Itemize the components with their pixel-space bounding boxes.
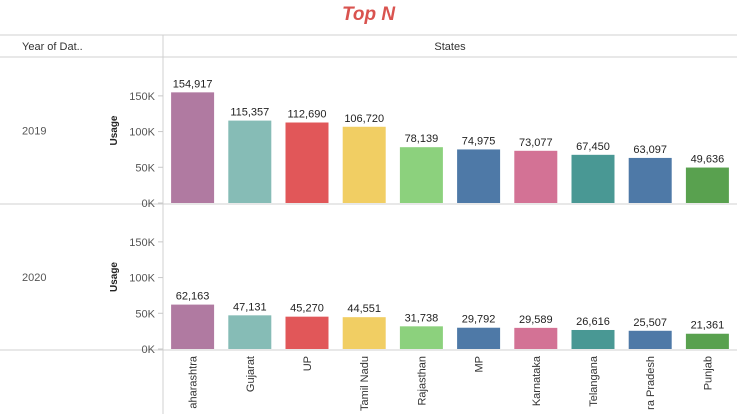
data-label: 73,077 <box>519 137 553 149</box>
y-tick-label: 100K <box>129 273 155 285</box>
data-label: 115,357 <box>230 107 269 119</box>
bar-2020-telangana <box>571 329 615 349</box>
row-label-2020: 2020 <box>22 272 46 284</box>
y-tick-label: 50K <box>135 162 155 174</box>
x-category-label: Karnataka <box>531 355 543 406</box>
data-label: 25,507 <box>633 317 667 329</box>
data-label: 74,975 <box>462 135 496 147</box>
bar-2020-mp <box>457 327 501 349</box>
bar-2019-up <box>285 122 329 203</box>
row-header: Year of Dat.. <box>22 41 83 53</box>
row-label-2019: 2019 <box>22 126 46 138</box>
bar-2020-punjab <box>685 333 729 349</box>
bar-2019-rajasthan <box>399 147 443 203</box>
data-label: 31,738 <box>405 312 439 324</box>
data-label: 67,450 <box>576 141 610 153</box>
x-category-label: UP <box>302 356 314 371</box>
x-category-label: ra Pradesh <box>645 356 657 410</box>
y-axis-title: Usage <box>109 262 120 292</box>
data-label: 45,270 <box>290 303 324 315</box>
x-category-label: Telangana <box>588 355 600 407</box>
x-category-label: Punjab <box>702 356 714 390</box>
data-label: 106,720 <box>344 113 384 125</box>
data-label: 29,792 <box>462 314 496 326</box>
x-category-label: Gujarat <box>245 356 257 392</box>
bar-2019-andhra-pradesh <box>628 157 672 203</box>
data-label: 49,636 <box>691 154 725 166</box>
y-tick-label: 0K <box>142 198 156 210</box>
bar-2020-up <box>285 316 329 349</box>
x-category-label: Rajasthan <box>416 356 428 406</box>
y-tick-label: 0K <box>142 344 156 356</box>
y-tick-label: 150K <box>129 237 155 249</box>
bar-2019-mp <box>457 149 501 203</box>
data-label: 26,616 <box>576 316 610 328</box>
data-label: 63,097 <box>633 144 667 156</box>
data-label: 29,589 <box>519 314 553 326</box>
y-tick-label: 50K <box>135 308 155 320</box>
bar-2020-tamil-nadu <box>342 317 386 349</box>
chart-title: Top N <box>341 4 396 25</box>
x-category-label: MP <box>474 356 486 373</box>
bar-2020-rajasthan <box>399 326 443 349</box>
bar-2019-telangana <box>571 154 615 203</box>
bar-2019-punjab <box>685 167 729 203</box>
y-tick-label: 150K <box>129 91 155 103</box>
bar-2019-karnataka <box>514 150 558 203</box>
data-label: 21,361 <box>691 320 725 332</box>
data-label: 44,551 <box>347 303 381 315</box>
bar-2019-maharashtra <box>171 92 215 203</box>
data-label: 78,139 <box>405 133 439 145</box>
bar-2020-maharashtra <box>171 304 215 349</box>
data-label: 112,690 <box>288 109 327 121</box>
bar-2019-gujarat <box>228 120 272 203</box>
bar-2020-andhra-pradesh <box>628 330 672 349</box>
bar-2020-karnataka <box>514 327 558 349</box>
data-label: 47,131 <box>233 301 267 313</box>
bar-2020-gujarat <box>228 315 272 349</box>
y-tick-label: 100K <box>129 127 155 139</box>
data-label: 154,917 <box>173 78 213 90</box>
y-axis-title: Usage <box>109 115 120 145</box>
bar-2019-tamil-nadu <box>342 126 386 203</box>
column-header: States <box>434 41 466 53</box>
x-category-label: Tamil Nadu <box>359 356 371 411</box>
x-category-label: aharashtra <box>188 355 200 408</box>
data-label: 62,163 <box>176 291 210 303</box>
